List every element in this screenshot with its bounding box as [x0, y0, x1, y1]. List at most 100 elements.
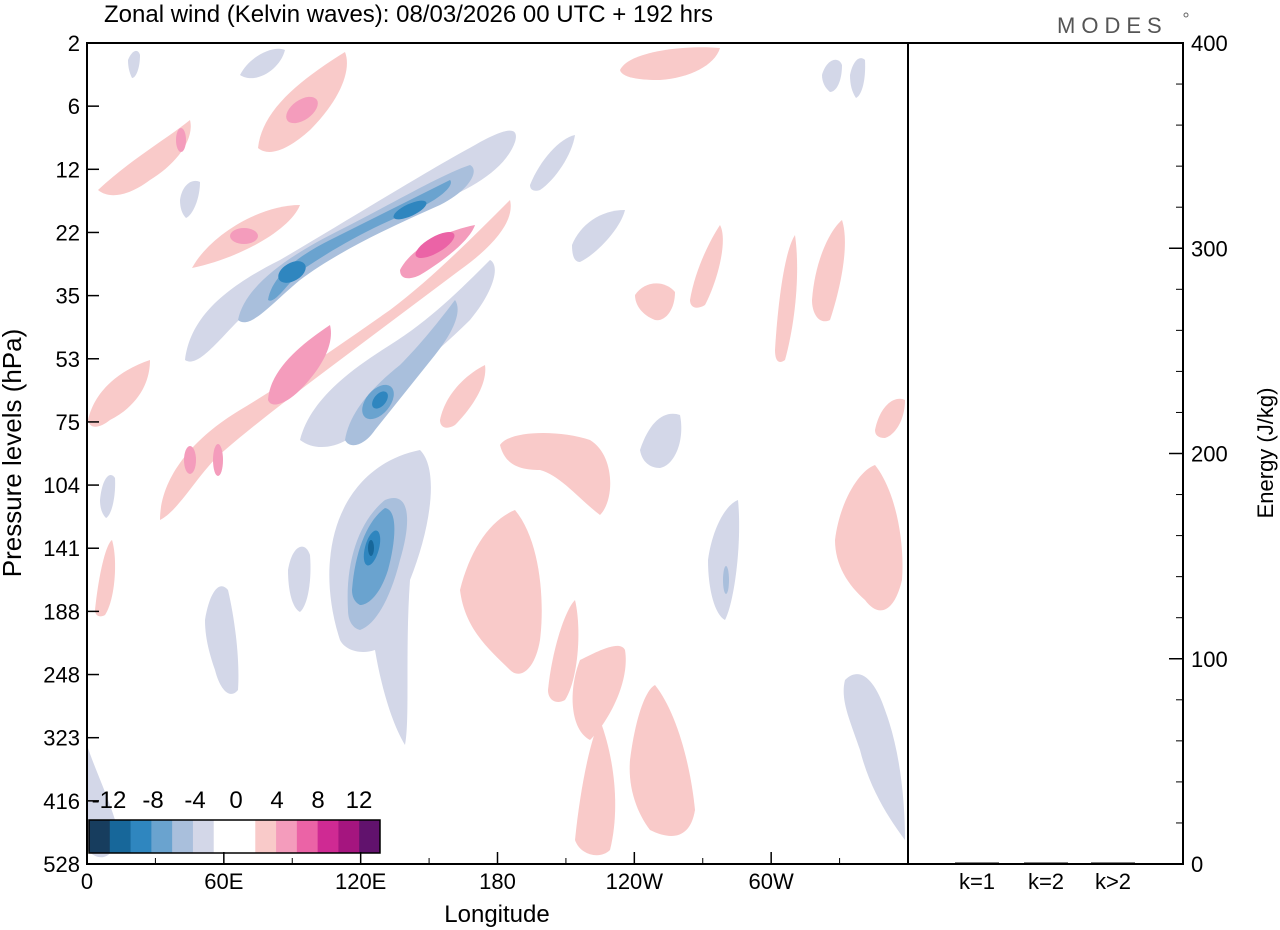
- y-tick-label: 528: [43, 852, 80, 877]
- positive-anomaly-region: [690, 225, 723, 308]
- energy-bar: [1091, 862, 1135, 864]
- positive-anomaly-core: [230, 228, 258, 244]
- colorbar-frame: [88, 819, 381, 854]
- negative-anomaly-core: [723, 566, 729, 594]
- positive-anomaly-region: [440, 365, 486, 428]
- colorbar-swatch: [130, 820, 152, 853]
- negative-anomaly-core: [278, 261, 306, 283]
- y-tick-label: 6: [68, 94, 80, 119]
- y-tick-label: 323: [43, 726, 80, 751]
- colorbar-label: 0: [229, 787, 242, 814]
- wavenumber-label: k=2: [1028, 869, 1064, 894]
- y-tick-label: 53: [56, 347, 80, 372]
- negative-anomaly-region: [100, 474, 116, 518]
- energy-bar: [1024, 862, 1068, 864]
- chart-title: Zonal wind (Kelvin waves): 08/03/2026 00…: [104, 1, 713, 28]
- colorbar-swatch: [234, 820, 256, 853]
- positive-anomaly-region: [875, 398, 905, 438]
- negative-anomaly-region: [530, 135, 575, 191]
- colorbar-swatch: [338, 820, 360, 853]
- x-tick-label: 60W: [749, 869, 794, 894]
- positive-anomaly-core: [415, 232, 455, 258]
- colorbar-swatch: [255, 820, 277, 853]
- x-tick-label: 60E: [204, 869, 243, 894]
- colorbar-swatch: [109, 820, 132, 853]
- negative-anomaly-core: [368, 540, 374, 556]
- colorbar-swatch: [296, 820, 319, 853]
- positive-anomaly-region: [629, 685, 695, 836]
- positive-anomaly-region: [500, 433, 611, 515]
- positive-anomaly-region: [835, 465, 903, 611]
- colorbar-swatches: [89, 820, 381, 853]
- energy-bar: [955, 862, 999, 864]
- negative-anomaly-region: [843, 674, 905, 840]
- negative-anomaly-core: [372, 391, 388, 409]
- positive-anomaly-core: [176, 128, 186, 152]
- colorbar-label: 12: [346, 787, 373, 814]
- x-tick-label: 0: [81, 869, 93, 894]
- colorbar-swatch: [89, 820, 111, 853]
- energy-bars: [955, 862, 1135, 864]
- positive-anomaly-region: [160, 200, 511, 520]
- modes-logo: MODES: [1057, 13, 1168, 38]
- wavenumber-label: k=1: [959, 869, 995, 894]
- positive-anomaly-region: [775, 235, 798, 362]
- negative-anomaly-region: [708, 500, 740, 620]
- x-tick-label: 120W: [606, 869, 664, 894]
- y-tick-label: 416: [43, 789, 80, 814]
- y-tick-label: 2: [68, 31, 80, 56]
- negative-anomaly-region: [180, 180, 200, 218]
- energy-plot-frame: [907, 42, 1184, 865]
- colorbar-label: -8: [142, 787, 163, 814]
- positive-anomaly-region: [460, 510, 542, 674]
- colorbar-swatch: [151, 820, 173, 853]
- positive-anomaly-region: [548, 600, 579, 702]
- negative-anomaly-region: [205, 586, 239, 694]
- x-tick-label: 180: [479, 869, 516, 894]
- colorbar-swatch: [276, 820, 298, 853]
- colorbar-legend: -12 -8 -4 0 4 8 12: [88, 787, 381, 854]
- negative-anomaly-region: [850, 58, 866, 98]
- positive-anomaly-region: [268, 325, 331, 405]
- negative-anomaly-region: [300, 260, 495, 448]
- contour-field: [87, 43, 908, 864]
- energy-tick-label: 200: [1191, 442, 1228, 467]
- negative-anomaly-region: [572, 210, 625, 262]
- energy-tick-label: 100: [1191, 647, 1228, 672]
- positive-anomaly-region: [572, 645, 626, 740]
- colorbar-label: -4: [184, 787, 205, 814]
- energy-axis: 0 100 200 300 400: [1169, 31, 1228, 877]
- energy-tick-label: 300: [1191, 236, 1228, 261]
- negative-anomaly-region: [240, 48, 285, 79]
- positive-anomaly-region: [812, 220, 845, 322]
- energy-axis-label: Energy (J/kg): [1253, 388, 1278, 519]
- negative-anomaly-region: [640, 413, 682, 468]
- y-tick-label: 22: [56, 220, 80, 245]
- negative-anomaly-region: [288, 546, 311, 612]
- y-tick-label: 141: [43, 536, 80, 561]
- colorbar-swatch: [172, 820, 194, 853]
- positive-anomaly-region: [575, 720, 616, 856]
- y-axis-label: Pressure levels (hPa): [0, 329, 27, 578]
- wavenumber-label: k>2: [1095, 869, 1131, 894]
- positive-anomaly-region: [98, 120, 191, 196]
- colorbar-label: 8: [311, 787, 324, 814]
- pressure-axis: 2 6 12 22 35 53 75 104 141 188 248 323 416 528: [43, 31, 99, 877]
- colorbar-swatch: [213, 820, 235, 853]
- colorbar-swatch: [359, 820, 381, 853]
- colorbar-label: 4: [270, 787, 283, 814]
- positive-anomaly-region: [95, 540, 116, 617]
- y-tick-label: 188: [43, 599, 80, 624]
- negative-anomaly-core: [393, 200, 427, 220]
- positive-anomaly-core: [184, 446, 196, 474]
- longitude-axis: 0 60E 120E 180 120W 60W: [81, 852, 841, 894]
- y-tick-label: 35: [56, 284, 80, 309]
- y-tick-label: 75: [56, 410, 80, 435]
- registered-mark-icon: [1183, 12, 1189, 18]
- wavenumber-axis: k=1 k=2 k>2: [959, 869, 1131, 894]
- y-tick-label: 12: [56, 157, 80, 182]
- negative-anomaly-region: [822, 59, 842, 92]
- energy-tick-label: 400: [1191, 31, 1228, 56]
- energy-tick-label: 0: [1191, 852, 1203, 877]
